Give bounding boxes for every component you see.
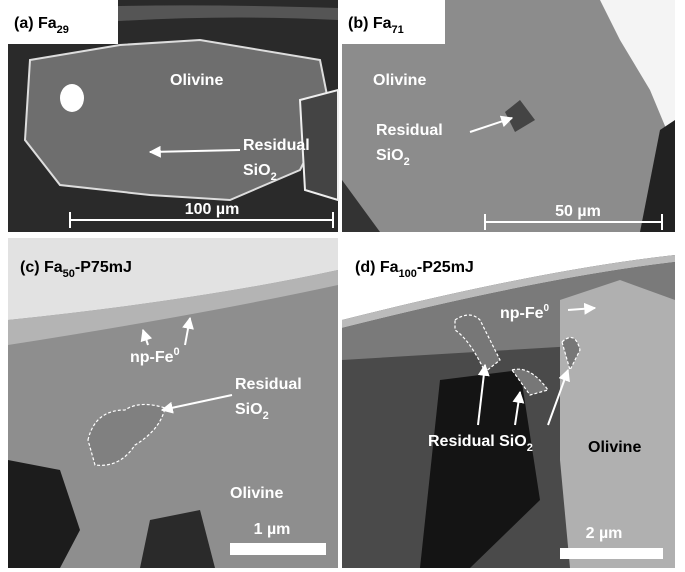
text-part: 2	[263, 410, 269, 422]
annotation: np-Fe0	[500, 303, 550, 322]
shape	[560, 548, 663, 559]
shape	[60, 84, 84, 112]
panel-b: (b) Fa71 Olivine Residual SiO2 50 µm	[342, 0, 675, 232]
shape	[25, 40, 330, 200]
text-part: 2	[404, 156, 410, 168]
text-part: -P25mJ	[417, 259, 474, 276]
text-part: -P75mJ	[75, 259, 132, 276]
panel-a: (a) Fa29 Olivine Residual SiO2 100 µm	[8, 0, 338, 232]
text-part: 0	[544, 303, 550, 314]
text-part: SiO	[376, 147, 404, 164]
text-part: (d) Fa	[355, 259, 399, 276]
text-part: (a) Fa	[14, 15, 57, 32]
panel-d: (d) Fa100-P25mJ np-Fe0 Residual SiO2 Oli…	[342, 238, 675, 568]
text-part: SiO	[235, 401, 263, 418]
scale-bar-label: 100 µm	[185, 201, 240, 218]
scale-bar-label: 1 µm	[254, 521, 291, 538]
figure: (a) Fa29 Olivine Residual SiO2 100 µm (b…	[0, 0, 685, 572]
annotation: np-Fe0	[130, 346, 180, 366]
text-part: 71	[392, 24, 404, 36]
text-part: SiO	[243, 162, 271, 179]
text-part: 100	[399, 268, 417, 280]
text-part: (b) Fa	[348, 15, 392, 32]
panel-c: (c) Fa50-P75mJ np-Fe0 Residual SiO2 Oliv…	[8, 238, 338, 568]
text-part: 50	[63, 268, 75, 280]
scale-bar-label: 2 µm	[586, 525, 623, 542]
text-part: 2	[527, 442, 533, 454]
text-part: Residual SiO	[428, 433, 527, 450]
text-part: 0	[174, 346, 180, 358]
text-part: 29	[57, 24, 69, 36]
shape	[230, 543, 326, 555]
annotation: Olivine	[170, 72, 223, 89]
text-part: (c) Fa	[20, 259, 63, 276]
annotation: Olivine	[588, 439, 641, 456]
text-part: np-Fe	[130, 349, 174, 366]
scale-bar-label: 50 µm	[555, 203, 601, 220]
annotation: Residual	[243, 137, 310, 154]
annotation: Residual	[235, 376, 302, 393]
text-part: np-Fe	[500, 305, 544, 322]
annotation: Residual	[376, 122, 443, 139]
annotation: Olivine	[230, 485, 283, 502]
text-part: 2	[271, 171, 277, 183]
annotation: Olivine	[373, 72, 426, 89]
